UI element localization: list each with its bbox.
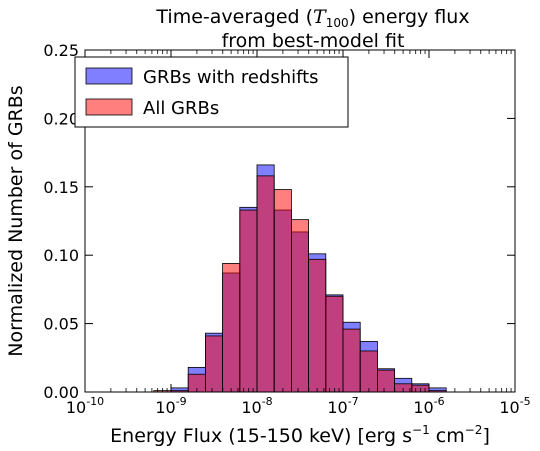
legend-label-all: All GRBs	[143, 98, 219, 119]
legend: GRBs with redshifts All GRBs	[74, 56, 349, 128]
x-tick-label: 10-7	[327, 395, 358, 417]
bar-series-1-bin-5	[239, 209, 258, 393]
histogram-bars	[153, 164, 447, 393]
chart-title-line2: from best-model fit	[222, 30, 405, 52]
x-tick-label: 10-8	[241, 395, 272, 417]
y-tick-label: 0.00	[43, 383, 79, 402]
bar-series-1-bin-12	[359, 350, 378, 393]
bar-series-1-bin-6	[256, 175, 275, 393]
bar-series-1-bin-8	[291, 219, 309, 393]
y-tick-label: 0.20	[43, 109, 79, 128]
y-tick-label: 0.05	[43, 315, 79, 334]
bar-series-1-bin-13	[377, 369, 395, 393]
x-tick-label: 10-5	[499, 395, 530, 417]
y-tick-label: 0.10	[43, 246, 79, 265]
bar-series-1-bin-7	[273, 189, 292, 393]
y-tick-label: 0.15	[43, 178, 79, 197]
bar-series-1-bin-11	[342, 328, 361, 393]
plot-frame	[84, 49, 516, 393]
bar-series-1-bin-10	[325, 295, 344, 393]
x-tick-label: 10-9	[155, 395, 186, 417]
chart-title: Time-averaged (T100) energy flux from be…	[155, 6, 469, 52]
x-tick-label: 10-6	[413, 395, 444, 417]
y-axis-label: Normalized Number of GRBs	[5, 85, 27, 356]
chart-title-line1: Time-averaged (T100) energy flux	[155, 6, 469, 30]
bar-series-1-bin-3	[205, 335, 223, 393]
bar-series-1-bin-9	[308, 258, 327, 393]
y-axis-ticks: 0.00 0.05 0.10 0.15 0.20 0.25	[43, 41, 515, 402]
legend-swatch-with-redshifts	[85, 67, 133, 85]
legend-swatch-all	[85, 98, 133, 116]
y-tick-label: 0.25	[43, 41, 79, 60]
bar-series-1-bin-4	[222, 263, 241, 393]
x-axis-label: Energy Flux (15-150 keV) [erg s−1 cm−2]	[110, 423, 490, 447]
legend-label-with-redshifts: GRBs with redshifts	[143, 67, 319, 88]
x-axis-ticks: 10-10 10-9 10-8 10-7 10-6 10-5	[66, 50, 531, 417]
x-tick-label: 10-10	[66, 395, 104, 417]
